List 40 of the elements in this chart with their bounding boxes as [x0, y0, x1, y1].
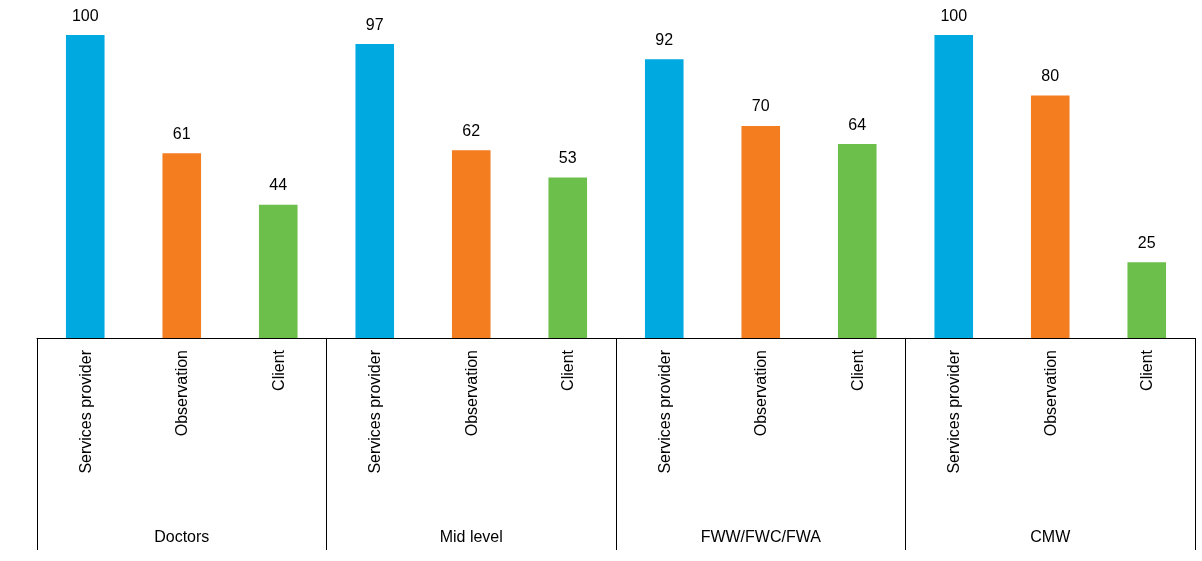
bar	[837, 144, 877, 338]
data-label: 62	[462, 121, 481, 139]
x-tick-label: Observation	[462, 350, 480, 437]
bar	[451, 150, 491, 338]
data-label: 44	[269, 176, 288, 194]
x-tick-label: Client	[269, 349, 287, 391]
data-label: 100	[940, 6, 968, 24]
x-tick-label: Services provider	[655, 349, 673, 474]
text: Mid level	[439, 527, 503, 545]
x-tick-label: Services provider	[366, 349, 384, 474]
text: Doctors	[154, 527, 210, 545]
bar	[741, 125, 781, 338]
text: CMW	[1030, 527, 1072, 545]
data-label: 64	[848, 115, 867, 133]
bar	[355, 44, 395, 338]
x-tick-label: Client	[559, 349, 577, 391]
data-label: 97	[365, 15, 384, 33]
data-label: 80	[1041, 67, 1060, 85]
bar	[1030, 95, 1070, 338]
x-tick-label: Services provider	[76, 349, 94, 474]
bar	[258, 204, 298, 338]
x-tick-label: Services provider	[945, 349, 963, 474]
data-label: 53	[558, 148, 577, 166]
bar	[1127, 262, 1167, 338]
x-tick-label: Observation	[1041, 350, 1059, 437]
data-label: 61	[172, 124, 191, 142]
text: FWW/FWC/FWA	[700, 527, 822, 545]
bar	[65, 35, 105, 338]
x-tick-label: Observation	[752, 350, 770, 437]
data-label: 92	[655, 30, 674, 48]
x-tick-label: Client	[848, 349, 866, 391]
bar	[548, 177, 588, 338]
x-tick-label: Client	[1138, 349, 1156, 391]
data-label: 100	[71, 6, 99, 24]
data-label: 25	[1137, 233, 1156, 251]
data-label: 70	[751, 97, 770, 115]
bar	[162, 153, 202, 338]
bar	[644, 59, 684, 338]
x-tick-label: Observation	[173, 350, 191, 437]
bar	[934, 35, 974, 338]
